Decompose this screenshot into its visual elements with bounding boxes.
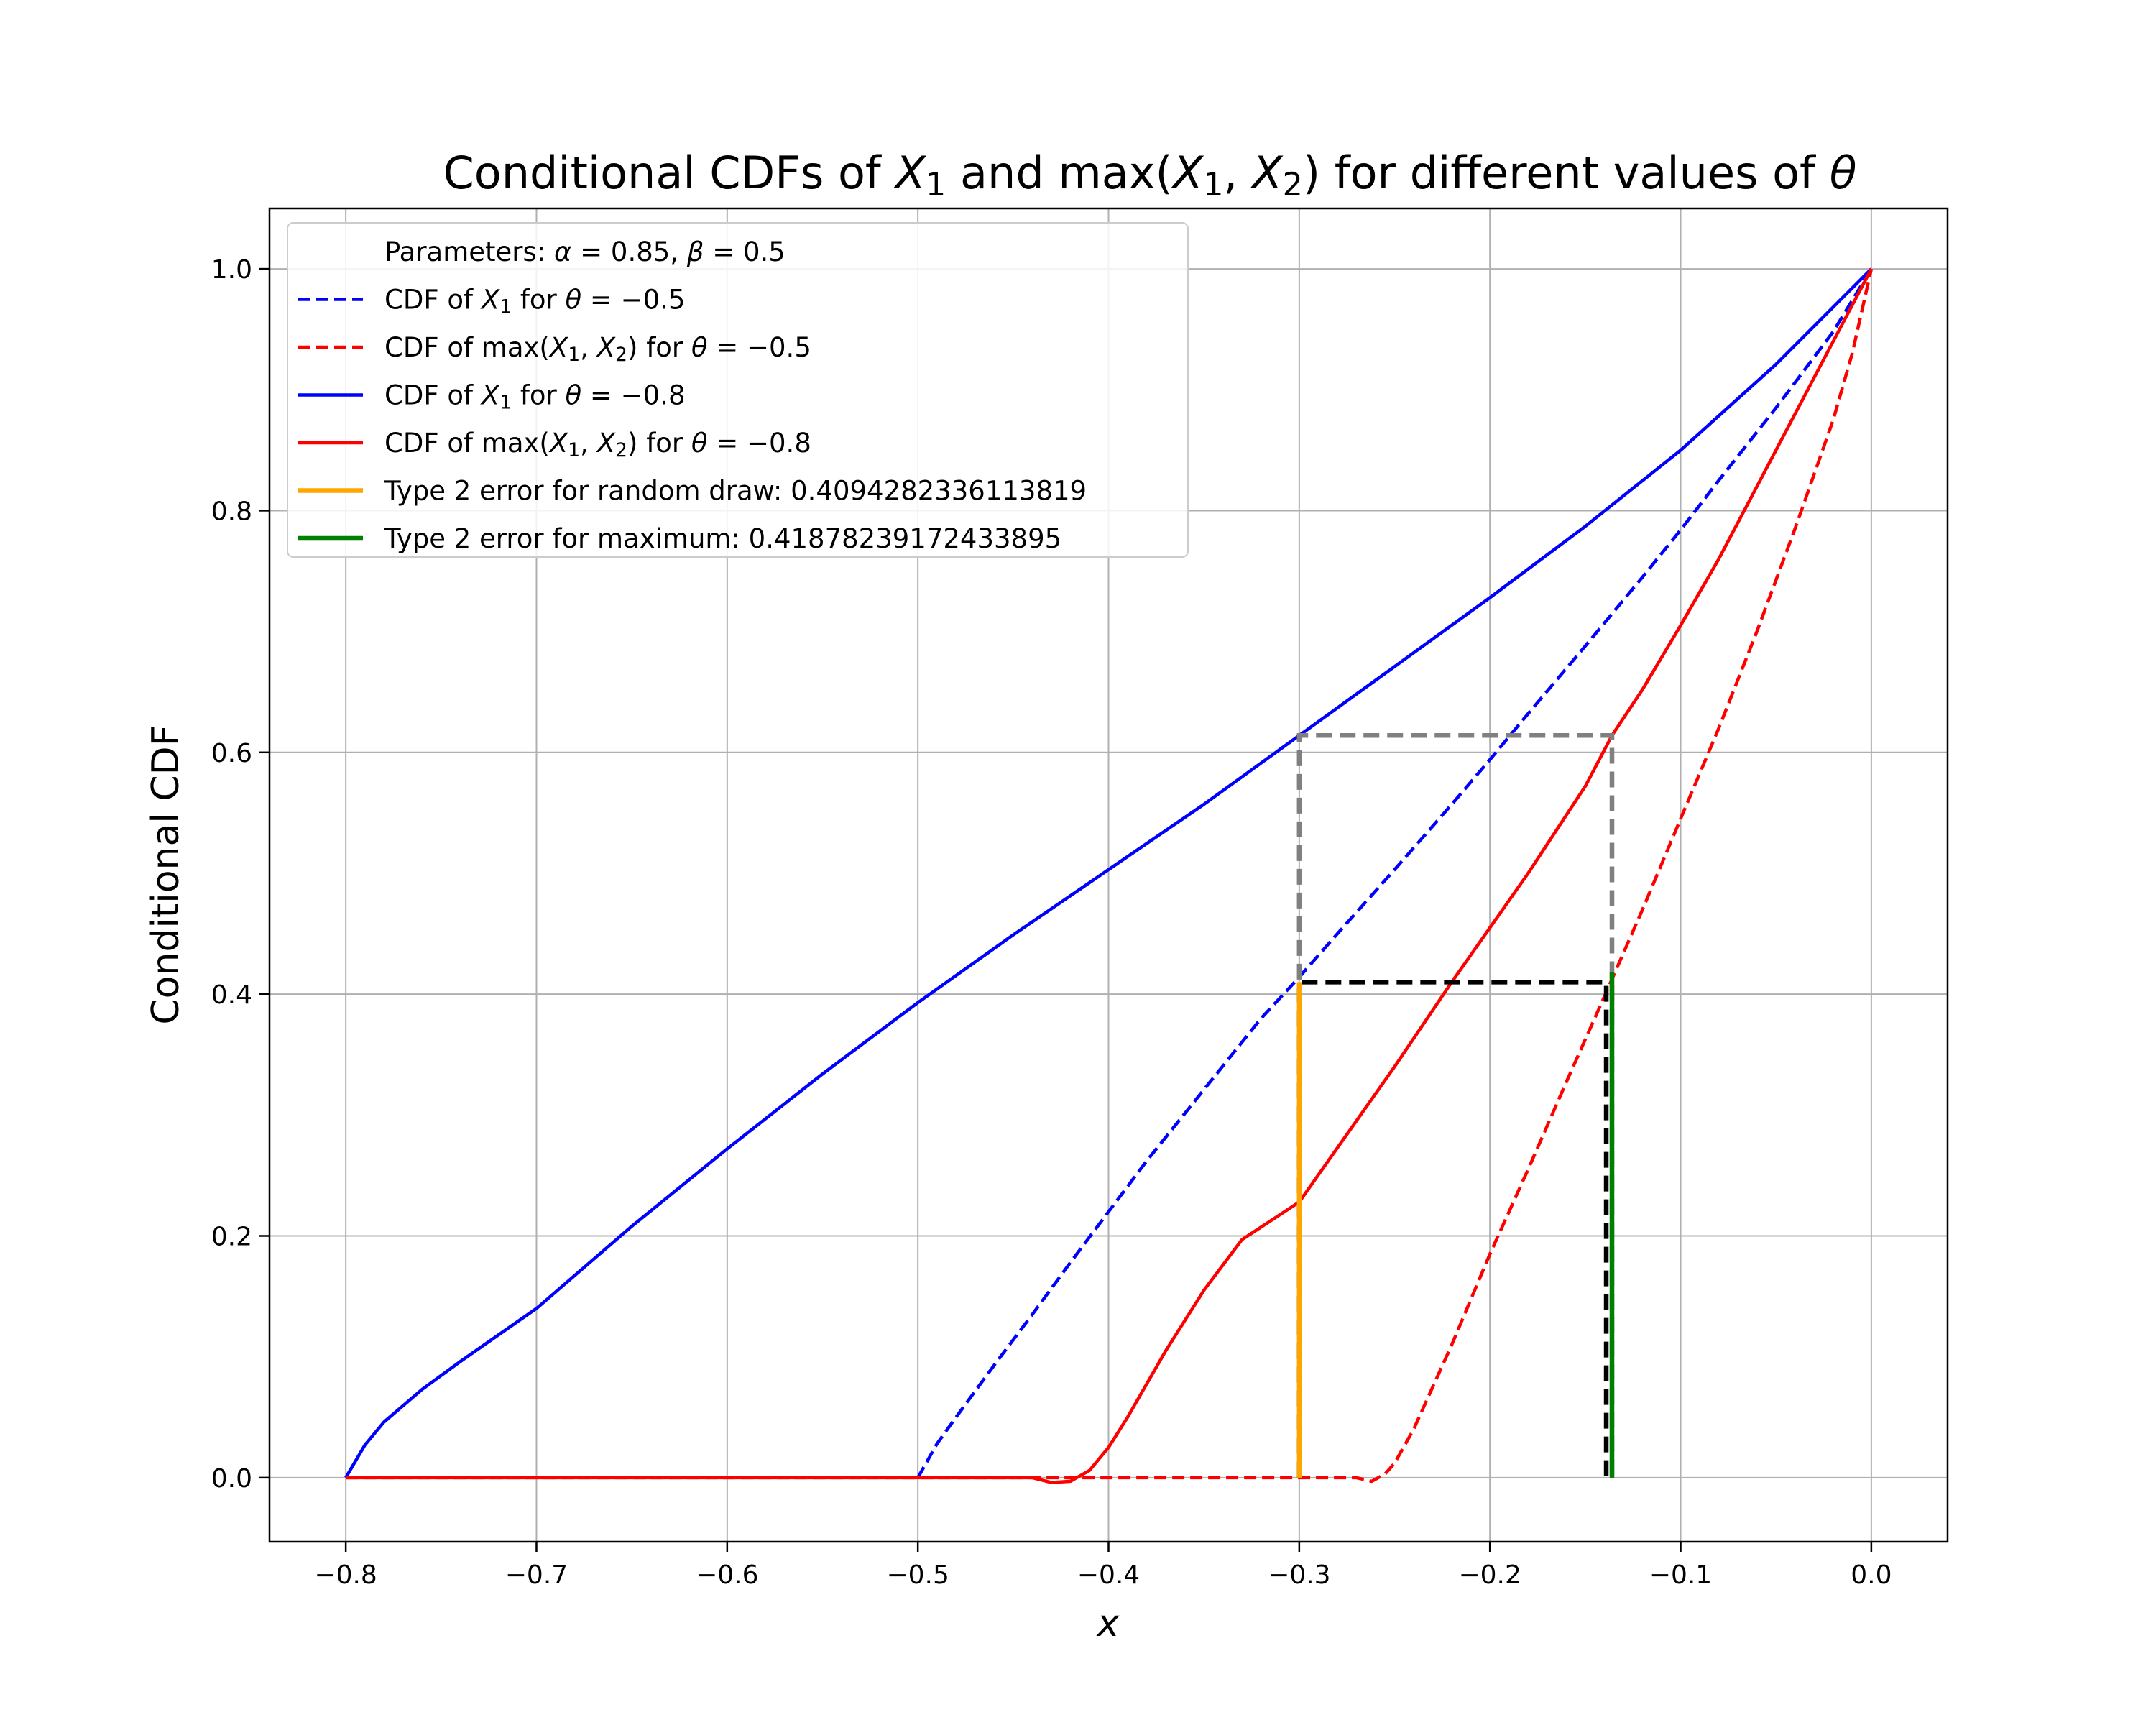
x-tick-label: −0.2 [1458,1560,1521,1590]
text-part: 1 [499,391,512,413]
text-part: , [580,428,597,459]
legend-entry: CDF of X1 for θ = −0.5 [384,285,686,318]
text-part: CDF of [384,285,482,316]
cdf-x1-theta-neg0.8-line [344,267,1873,1479]
text-part: ) for [627,332,691,363]
text-part: X [596,332,617,363]
y-tick-label: 1.0 [211,255,252,285]
legend-entry: Type 2 error for random draw: 0.40942823… [384,476,1087,507]
text-part: θ [691,428,708,459]
text-part: α [554,236,571,267]
y-tick-label: 0.4 [211,980,252,1010]
cdf-max-theta-neg0.8-line [346,268,1873,1484]
text-part: 1 [499,295,512,318]
x-tick-label: −0.1 [1649,1560,1712,1590]
x-tick-label: −0.7 [505,1560,568,1590]
x-axis-label: x [1096,1602,1120,1645]
text-part: 1 [926,166,946,203]
cdf-x1-theta-neg0.5-line [916,267,1873,1479]
text-part: θ [691,332,708,363]
y-tick-label: 0.8 [211,497,252,526]
y-tick-label: 0.0 [211,1464,252,1494]
legend-entry: Parameters: α = 0.85, β = 0.5 [384,236,786,267]
text-part: for [512,380,565,411]
text-part: = 0.5 [704,236,785,267]
text-part: Parameters: [384,236,554,267]
text-part: X [548,428,569,459]
text-part: and max( [946,147,1172,199]
plot-area [344,267,1874,1484]
text-part: = −0.5 [581,285,685,316]
legend-entry: CDF of max(X1, X2) for θ = −0.5 [384,332,811,366]
text-part: CDF of [384,380,482,411]
y-tick-label: 0.2 [211,1223,252,1252]
text-part: Type 2 error for random draw: 0.40942823… [384,476,1087,507]
text-part: X [548,332,569,363]
text-part: X [1250,147,1284,199]
y-tick-label: 0.6 [211,739,252,768]
y-axis-label: Conditional CDF [144,724,188,1024]
x-axis: −0.8 −0.7 −0.6 −0.5 −0.4 −0.3 −0.2 −0.1 0.0 [314,1542,1892,1590]
text-part: X [480,285,501,316]
chart-title: Conditional CDFs of X1 and max(X1, X2) f… [443,147,1856,203]
text-part: = −0.5 [707,332,811,363]
text-part: = −0.8 [581,380,685,411]
x-tick-label: −0.5 [886,1560,949,1590]
text-part: , [580,332,597,363]
text-part: θ [566,285,582,316]
text-part: for [512,285,565,316]
text-part: ) for [627,428,691,459]
text-part: Type 2 error for maximum: 0.418782391724… [384,523,1061,554]
text-part: , [1224,147,1252,199]
text-part: ) for different values of [1303,147,1830,199]
text-part: X [893,147,926,199]
text-part: = 0.85, [571,236,686,267]
text-part: 2 [615,439,627,461]
text-part: β [686,236,704,267]
text-part: CDF of max( [384,332,550,363]
text-part: X [480,380,501,411]
x-tick-label: 0.0 [1851,1560,1892,1590]
text-part: X [1171,147,1204,199]
text-part: θ [1830,147,1857,199]
x-tick-label: −0.4 [1077,1560,1140,1590]
cdf-max-theta-neg0.5-line [346,268,1874,1484]
text-part: 2 [1282,166,1302,203]
x-tick-label: −0.6 [696,1560,758,1590]
x-tick-label: −0.3 [1268,1560,1330,1590]
text-part: 1 [568,439,580,461]
legend-box [287,222,1189,558]
x-tick-label: −0.8 [314,1560,377,1590]
legend-entry: Type 2 error for maximum: 0.418782391724… [384,523,1061,554]
legend-entry: CDF of X1 for θ = −0.8 [384,380,686,414]
text-part: X [596,428,617,459]
text-part: Conditional CDFs of [443,147,895,199]
text-part: 2 [615,344,627,366]
y-axis: 0.0 0.2 0.4 0.6 0.8 1.0 [211,255,270,1494]
legend-entry: CDF of max(X1, X2) for θ = −0.8 [384,428,811,461]
text-part: = −0.8 [707,428,811,459]
text-part: CDF of max( [384,428,550,459]
text-part: 1 [568,344,580,366]
text-part: 1 [1203,166,1223,203]
text-part: θ [566,380,582,411]
